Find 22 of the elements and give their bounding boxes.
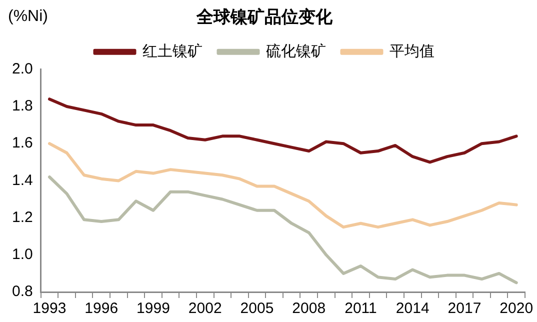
x-tick-label: 2020 bbox=[500, 300, 534, 318]
y-axis-title: (%Ni) bbox=[8, 8, 48, 26]
x-tick-label: 1999 bbox=[136, 300, 170, 318]
legend-label: 红土镍矿 bbox=[142, 42, 202, 60]
y-tick-label: 1.4 bbox=[12, 172, 33, 189]
x-tick-label: 2011 bbox=[344, 300, 377, 318]
x-tick-label: 2008 bbox=[292, 300, 326, 318]
x-tick-label: 2002 bbox=[188, 300, 222, 318]
legend-label: 硫化镍矿 bbox=[266, 42, 326, 60]
x-tick-label: 2014 bbox=[396, 300, 430, 318]
x-tick-label: 1996 bbox=[84, 300, 118, 318]
y-tick-label: 1.8 bbox=[12, 98, 33, 115]
x-tick-label: 2017 bbox=[448, 300, 482, 318]
chart-title: 全球镍矿品位变化 bbox=[196, 8, 334, 28]
y-tick-label: 1.6 bbox=[12, 134, 33, 152]
y-tick-label: 1.0 bbox=[12, 246, 33, 264]
y-tick-label: 0.8 bbox=[12, 283, 33, 300]
y-tick-label: 1.2 bbox=[12, 208, 33, 226]
x-tick-label: 1993 bbox=[32, 300, 66, 318]
y-tick-label: 2.0 bbox=[12, 60, 33, 78]
legend-label: 平均值 bbox=[389, 42, 434, 60]
x-tick-label: 2005 bbox=[240, 300, 274, 318]
